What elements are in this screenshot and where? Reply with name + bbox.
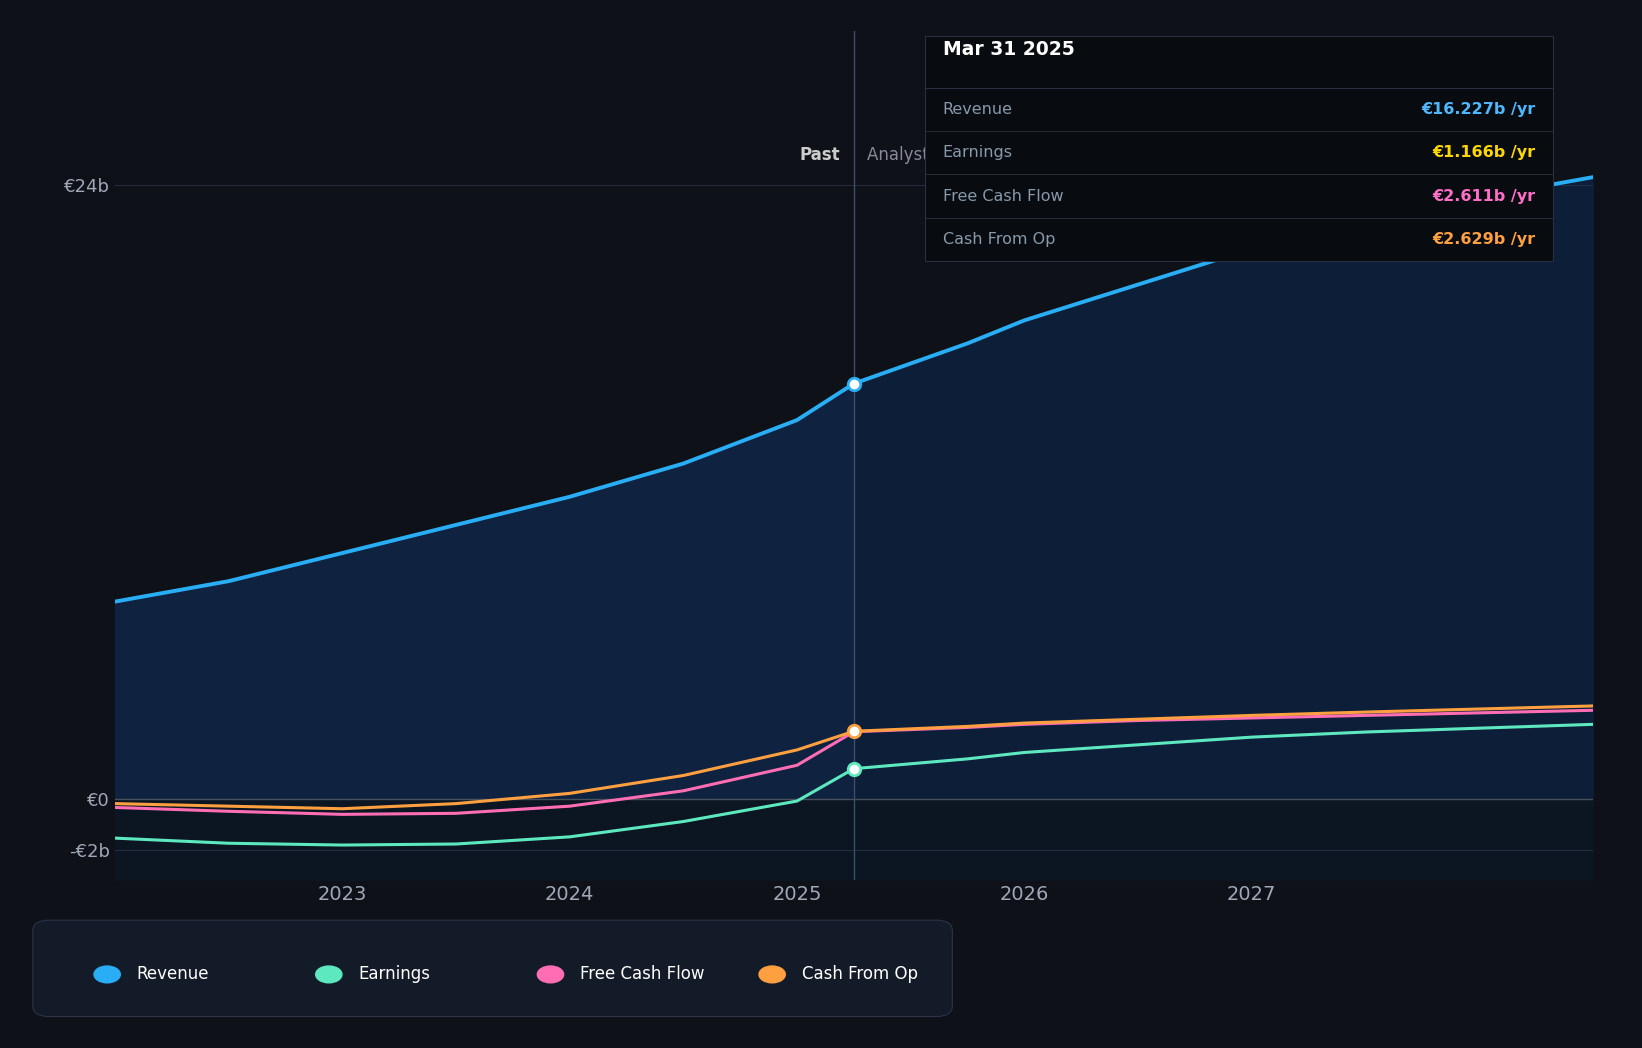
Text: Free Cash Flow: Free Cash Flow xyxy=(580,965,704,983)
Text: Cash From Op: Cash From Op xyxy=(801,965,918,983)
Text: Cash From Op: Cash From Op xyxy=(943,232,1054,246)
Text: Earnings: Earnings xyxy=(358,965,430,983)
Text: Revenue: Revenue xyxy=(136,965,209,983)
Text: Past: Past xyxy=(800,146,841,165)
Text: €1.166b /yr: €1.166b /yr xyxy=(1432,146,1535,160)
Text: Analysts Forecasts: Analysts Forecasts xyxy=(867,146,1023,165)
Text: Mar 31 2025: Mar 31 2025 xyxy=(943,40,1074,59)
Text: Free Cash Flow: Free Cash Flow xyxy=(943,189,1062,203)
Text: €2.611b /yr: €2.611b /yr xyxy=(1432,189,1535,203)
Text: Revenue: Revenue xyxy=(943,103,1013,117)
Text: €2.629b /yr: €2.629b /yr xyxy=(1432,232,1535,246)
Text: €16.227b /yr: €16.227b /yr xyxy=(1420,103,1535,117)
FancyBboxPatch shape xyxy=(924,36,1553,261)
Text: Earnings: Earnings xyxy=(943,146,1013,160)
